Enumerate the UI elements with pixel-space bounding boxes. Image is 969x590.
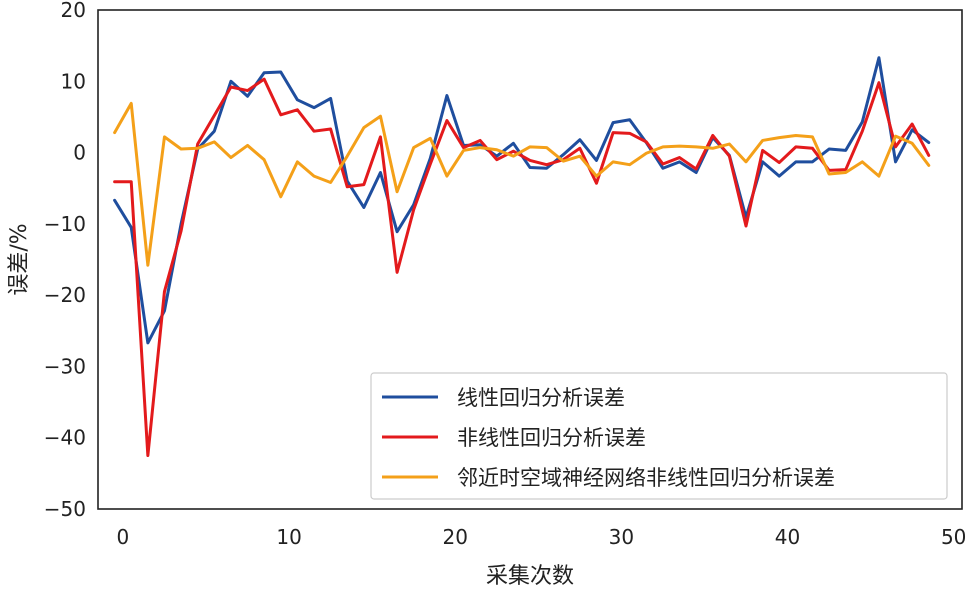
- plot-frame: [97, 9, 963, 510]
- x-tick-label: 0: [117, 525, 130, 549]
- y-tick-label: −10: [44, 212, 86, 236]
- legend-label-3: 邻近时空域神经网络非线性回归分析误差: [457, 466, 835, 490]
- x-tick-label: 40: [775, 525, 800, 549]
- y-tick-label: 10: [61, 69, 86, 93]
- legend-label-2: 非线性回归分析误差: [457, 426, 646, 450]
- y-tick-label: 0: [73, 141, 86, 165]
- ticks-layer: 0 10 20 30 40 50 20 10 0 −10 −20 −30 −40 −50: [44, 0, 967, 549]
- series-layer: [113, 56, 931, 458]
- x-tick-label: 50: [941, 525, 966, 549]
- series-line-2: [113, 77, 931, 458]
- x-tick-label: 10: [276, 525, 301, 549]
- y-tick-label: −20: [44, 283, 86, 307]
- legend-label-1: 线性回归分析误差: [457, 386, 625, 410]
- x-tick-label: 30: [609, 525, 634, 549]
- x-axis-title: 采集次数: [486, 564, 574, 589]
- y-tick-label: −40: [44, 426, 86, 450]
- y-tick-label: −30: [44, 354, 86, 378]
- x-tick-label: 20: [443, 525, 468, 549]
- y-tick-label: 20: [61, 0, 86, 22]
- series-line-1: [113, 56, 931, 345]
- y-axis-title: 误差/%: [7, 223, 32, 295]
- y-tick-label: −50: [44, 497, 86, 521]
- series-line-3: [113, 101, 931, 267]
- legend-box: [370, 372, 948, 500]
